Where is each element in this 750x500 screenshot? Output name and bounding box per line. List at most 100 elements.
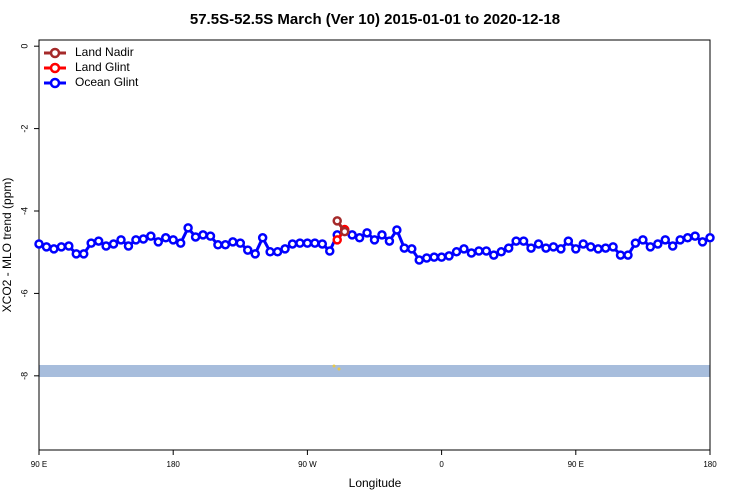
data-point [518,236,529,246]
data-point [34,239,44,249]
data-point [78,249,89,259]
data-point [250,249,260,259]
y-tick-label: -8 [19,372,29,380]
data-point [220,240,231,250]
data-point [399,243,410,253]
data-point [160,233,171,243]
x-tick-label: 90 E [568,460,584,469]
data-point [131,235,141,245]
data-point [49,244,59,254]
data-point [489,250,499,260]
data-point [295,238,305,248]
legend-label: Land Glint [75,60,130,74]
data-point [235,238,246,248]
data-point [444,251,454,261]
data-point [332,235,342,245]
data-point [578,239,589,249]
y-tick-label: -2 [19,125,29,133]
data-point [272,247,283,257]
data-point [481,246,492,256]
data-point [116,235,126,245]
data-point [556,244,566,254]
data-point [585,242,596,252]
data-point [310,238,320,248]
data-point [41,242,52,252]
data-point [93,236,104,246]
data-point [600,243,611,253]
data-point [563,236,574,246]
data-point [667,241,678,251]
data-point [705,233,715,243]
legend-marker [49,47,61,59]
legend-label: Ocean Glint [75,75,139,89]
data-point [429,252,439,262]
data-point [474,246,484,256]
x-tick-label: 180 [167,460,181,469]
data-point [541,243,551,253]
data-point [228,237,238,247]
chart-title: 57.5S-52.5S March (Ver 10) 2015-01-01 to… [190,11,560,28]
data-point [302,238,313,248]
data-point [697,237,708,247]
data-point [56,242,67,252]
data-point [511,236,521,246]
data-point [653,239,663,249]
data-point [265,247,275,257]
data-point [138,234,149,244]
data-point [682,233,693,243]
data-point [86,238,96,248]
data-point [638,235,648,245]
legend-marker [49,77,61,89]
data-point [213,240,223,250]
data-point [690,231,700,241]
y-tick-label: -4 [19,207,29,215]
y-tick-label: -6 [19,289,29,297]
data-point [190,232,201,242]
y-tick-label: 0 [19,44,29,49]
data-point [451,247,462,257]
data-point [548,242,559,252]
data-point [332,216,342,226]
data-point [153,237,164,247]
data-point [660,235,671,245]
data-point [317,239,328,249]
data-point [101,241,111,251]
data-point [503,243,514,253]
data-point [198,230,208,240]
data-point [392,225,402,235]
data-point [377,230,387,240]
data-point [287,239,298,249]
data-point [526,243,536,253]
data-point [593,244,603,254]
data-point [459,244,469,254]
data-point [325,246,335,256]
data-point [630,238,641,248]
data-point [362,228,372,238]
data-point [675,235,685,245]
data-point [645,242,656,252]
data-point [407,244,417,254]
data-point [168,235,178,245]
data-point [533,239,544,249]
x-tick-label: 90 W [298,460,317,469]
data-point [384,236,395,246]
data-point [496,247,506,257]
data-point [146,231,156,241]
data-point [414,255,424,265]
x-axis-label: Longitude [349,476,402,490]
data-point [369,235,380,245]
data-point [183,223,193,233]
legend-marker [49,62,61,74]
x-tick-label: 180 [703,460,717,469]
data-point [280,244,290,254]
data-point [71,249,82,259]
x-tick-label: 90 E [31,460,47,469]
data-point [466,248,477,258]
data-point [421,253,432,263]
data-point [615,250,626,260]
legend-label: Land Nadir [75,45,134,59]
data-point [347,230,357,240]
data-point [175,238,186,248]
data-point [571,244,581,254]
